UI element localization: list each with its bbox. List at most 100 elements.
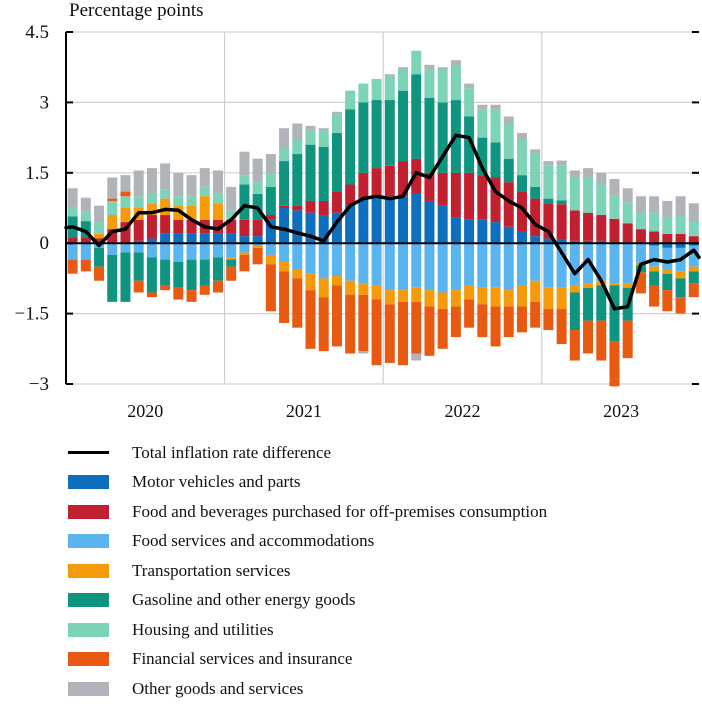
- bar-stack: [556, 160, 567, 345]
- bar-segment: [543, 161, 554, 166]
- bar-stack: [67, 188, 78, 274]
- bar-segment: [305, 200, 316, 213]
- bar-segment: [398, 69, 409, 91]
- bar-segment: [503, 306, 514, 338]
- y-tick-label: 3: [40, 92, 50, 113]
- bar-segment: [146, 238, 157, 244]
- bar-segment: [80, 237, 91, 243]
- bar-segment: [371, 243, 382, 286]
- bar-segment: [80, 221, 91, 238]
- bar-segment: [226, 219, 237, 234]
- bar-segment: [80, 211, 91, 222]
- bar-segment: [305, 290, 316, 349]
- bar-segment: [596, 215, 607, 241]
- legend-label: Food and beverages purchased for off-pre…: [132, 501, 548, 521]
- bar-segment: [371, 196, 382, 244]
- bar-segment: [292, 154, 303, 206]
- bar-segment: [279, 205, 290, 208]
- bar-segment: [133, 170, 144, 197]
- bar-segment: [186, 196, 197, 206]
- legend-color-swatch: [68, 563, 109, 578]
- bar-segment: [199, 243, 210, 260]
- bar-segment: [239, 151, 250, 176]
- bar-segment: [609, 218, 620, 243]
- legend-item: Food services and accommodations: [68, 527, 547, 557]
- bar-stack: [609, 178, 620, 387]
- legend-item: Other goods and services: [68, 674, 547, 704]
- bar-segment: [133, 280, 144, 293]
- bar-segment: [67, 243, 78, 260]
- bar-segment: [186, 175, 197, 197]
- bar-segment: [226, 257, 237, 260]
- bar-segment: [345, 280, 356, 295]
- bar-segment: [265, 243, 276, 255]
- bar-segment: [490, 104, 501, 110]
- bar-segment: [437, 292, 448, 309]
- bar-segment: [279, 128, 290, 147]
- bar-segment: [345, 243, 356, 281]
- bar-stack: [199, 168, 210, 295]
- bar-segment: [411, 158, 422, 194]
- bar-segment: [80, 243, 91, 260]
- bar-segment: [503, 182, 514, 227]
- bar-segment: [160, 233, 171, 244]
- bar-segment: [569, 170, 580, 178]
- bar-segment: [252, 219, 263, 237]
- y-tick-label: 1.5: [25, 163, 49, 184]
- bar-segment: [212, 257, 223, 281]
- bar-segment: [133, 243, 144, 253]
- bar-segment: [265, 172, 276, 187]
- bar-segment: [450, 217, 461, 244]
- bar-segment: [583, 177, 594, 213]
- legend-label: Transportation services: [132, 560, 291, 580]
- bar-segment: [358, 198, 369, 244]
- bar-segment: [675, 271, 686, 279]
- bar-segment: [318, 128, 329, 131]
- bar-segment: [94, 205, 105, 223]
- bar-segment: [556, 165, 567, 201]
- bar-segment: [556, 204, 567, 240]
- bar-segment: [398, 161, 409, 197]
- bar-segment: [226, 266, 237, 281]
- bar-segment: [596, 285, 607, 321]
- bar-segment: [675, 297, 686, 314]
- y-tick-label: 4.5: [25, 22, 49, 43]
- bar-segment: [133, 240, 144, 244]
- bar-segment: [226, 259, 237, 267]
- bar-segment: [239, 175, 250, 185]
- bar-segment: [239, 254, 250, 272]
- bar-segment: [252, 243, 263, 246]
- bar-segment: [212, 219, 223, 234]
- legend-item: Total inflation rate difference: [68, 438, 547, 468]
- bar-segment: [437, 308, 448, 349]
- bar-segment: [662, 269, 673, 274]
- bar-segment: [622, 223, 633, 243]
- bar-segment: [331, 276, 342, 286]
- bar-segment: [279, 271, 290, 323]
- bar-segment: [252, 236, 263, 244]
- bar-segment: [226, 233, 237, 244]
- bar-segment: [265, 186, 276, 216]
- bar-segment: [199, 259, 210, 286]
- legend-color-swatch: [68, 593, 109, 608]
- bar-stack: [120, 175, 131, 302]
- bar-segment: [411, 353, 422, 361]
- bar-segment: [464, 88, 475, 117]
- legend-item: Housing and utilities: [68, 615, 547, 645]
- bar-segment: [252, 158, 263, 183]
- bar-segment: [450, 306, 461, 338]
- bar-segment: [160, 198, 171, 216]
- bar-segment: [437, 205, 448, 244]
- bar-segment: [569, 177, 580, 211]
- bar-segment: [305, 125, 316, 131]
- bar-segment: [516, 285, 527, 307]
- bar-segment: [173, 233, 184, 244]
- bar-stack: [662, 200, 673, 312]
- bar-stack: [212, 170, 223, 293]
- bar-segment: [516, 243, 527, 286]
- bar-segment: [675, 196, 686, 216]
- bar-stack: [133, 170, 144, 293]
- bar-segment: [265, 219, 276, 244]
- legend-color-swatch: [68, 475, 109, 490]
- bar-segment: [662, 233, 673, 244]
